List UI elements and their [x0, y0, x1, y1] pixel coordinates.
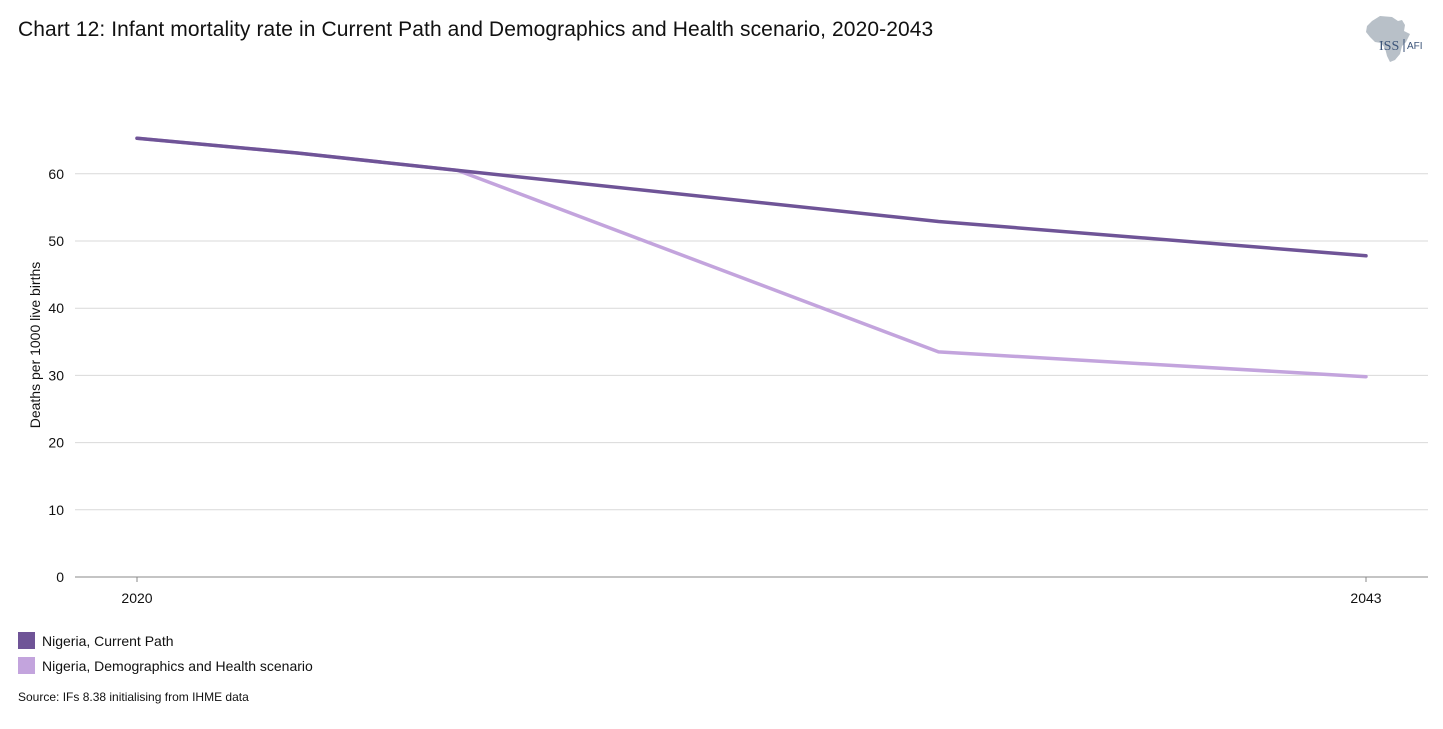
legend: Nigeria, Current Path Nigeria, Demograph… — [18, 628, 313, 678]
x-tick-label-2020: 2020 — [121, 590, 152, 606]
legend-item-current-path: Nigeria, Current Path — [18, 628, 313, 653]
y-axis-label: Deaths per 1000 live births — [27, 262, 43, 429]
gridlines — [75, 173, 1428, 511]
y-tick-label-60: 60 — [48, 166, 64, 182]
legend-swatch-demographics-health — [18, 657, 35, 674]
series-lines — [135, 136, 1368, 379]
y-tick-label-30: 30 — [48, 367, 64, 383]
iss-afi-logo: ISS AFI — [1366, 16, 1423, 62]
chart-title: Chart 12: Infant mortality rate in Curre… — [18, 18, 934, 41]
logo-text-afi: AFI — [1407, 41, 1423, 52]
y-tick-label-10: 10 — [48, 502, 64, 518]
y-tick-label-0: 0 — [56, 569, 64, 585]
series-line-0 — [135, 136, 1368, 258]
y-axis-ticks: 0 10 20 30 40 50 60 — [48, 166, 64, 585]
y-tick-label-40: 40 — [48, 300, 64, 316]
legend-label-current-path: Nigeria, Current Path — [42, 632, 174, 649]
legend-label-demographics-health: Nigeria, Demographics and Health scenari… — [42, 657, 313, 674]
source-note: Source: IFs 8.38 initialising from IHME … — [18, 690, 249, 704]
legend-swatch-current-path — [18, 632, 35, 649]
y-tick-label-20: 20 — [48, 435, 64, 451]
y-tick-label-50: 50 — [48, 233, 64, 249]
legend-item-demographics-health: Nigeria, Demographics and Health scenari… — [18, 653, 313, 678]
x-tick-label-2043: 2043 — [1350, 590, 1381, 606]
africa-map-icon — [1366, 16, 1410, 62]
x-axis-ticks: 2020 2043 — [121, 577, 1382, 606]
logo-text-iss: ISS — [1379, 39, 1399, 54]
